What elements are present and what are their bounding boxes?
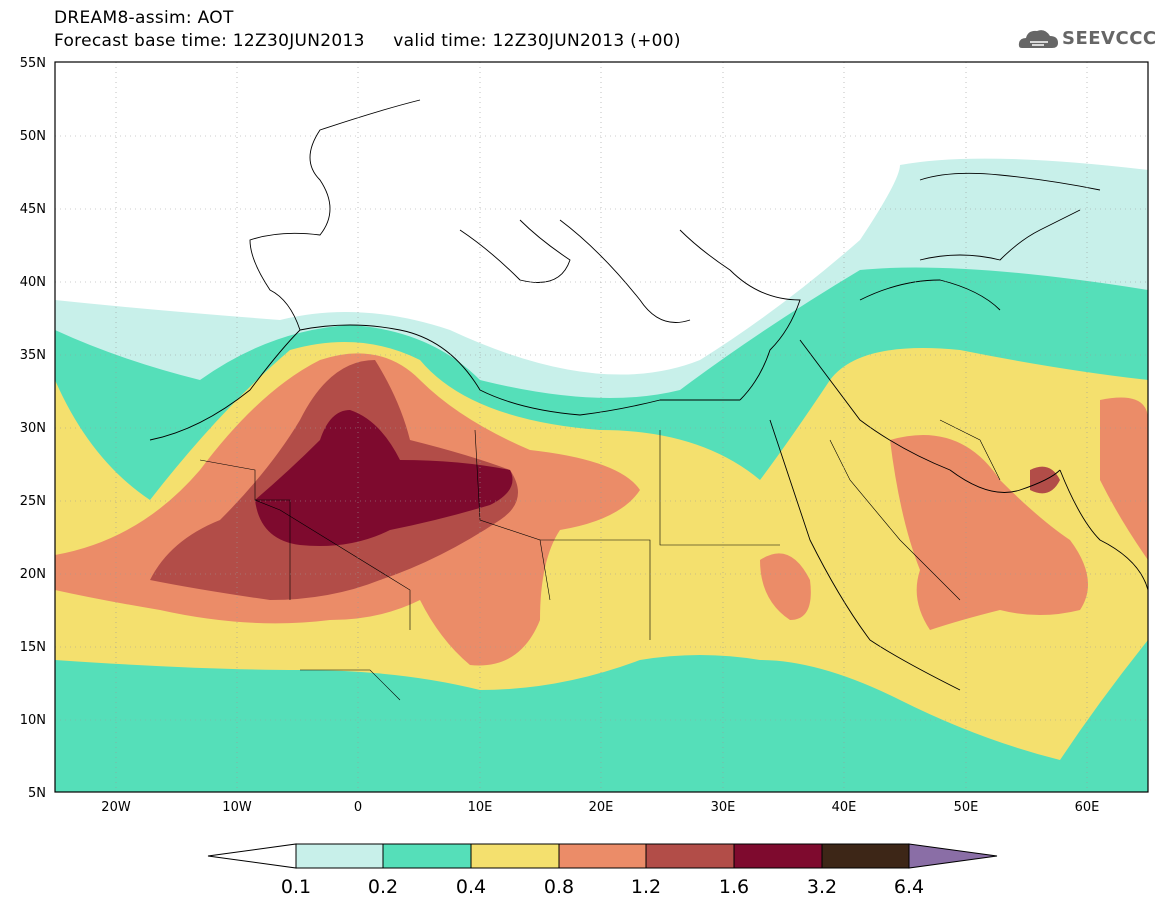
colorbar-label: 3.2 bbox=[807, 876, 837, 898]
seevccc-logo: SEEVCCC bbox=[1062, 28, 1157, 49]
lon-label: 60E bbox=[1075, 800, 1100, 815]
lat-label: 20N bbox=[20, 567, 46, 582]
aot-field bbox=[55, 62, 1148, 792]
colorbar bbox=[207, 843, 998, 869]
colorbar-label: 1.6 bbox=[719, 876, 749, 898]
colorbar-labels: 0.1 0.2 0.4 0.8 1.2 1.6 3.2 6.4 bbox=[281, 876, 924, 898]
colorbar-label: 0.8 bbox=[544, 876, 574, 898]
map-frame bbox=[54, 61, 1149, 793]
aot-band-1.6 bbox=[255, 410, 513, 546]
colorbar-label: 6.4 bbox=[894, 876, 924, 898]
colorbar-segment bbox=[382, 843, 472, 869]
lat-label: 50N bbox=[20, 129, 46, 144]
colorbar-label: 1.2 bbox=[631, 876, 661, 898]
colorbar-segment bbox=[207, 843, 297, 869]
lat-label: 45N bbox=[20, 202, 46, 217]
lon-label: 0 bbox=[354, 800, 362, 815]
lat-label: 40N bbox=[20, 275, 46, 290]
country-borders bbox=[199, 419, 1001, 701]
colorbar-segment bbox=[733, 843, 823, 869]
colorbar-label: 0.2 bbox=[368, 876, 398, 898]
forecast-time-line: Forecast base time: 12Z30JUN2013 valid t… bbox=[54, 31, 681, 51]
lon-labels: 20W 10W 0 10E 20E 30E 40E 50E 60E bbox=[101, 800, 1099, 815]
lat-label: 15N bbox=[20, 640, 46, 655]
coastlines bbox=[149, 99, 1148, 691]
map-title: DREAM8-assim: AOT bbox=[54, 8, 234, 28]
lat-label: 35N bbox=[20, 348, 46, 363]
gridlines bbox=[55, 62, 1148, 792]
colorbar-label: 0.1 bbox=[281, 876, 311, 898]
cloud-icon bbox=[1018, 30, 1058, 48]
lat-label: 25N bbox=[20, 494, 46, 509]
colorbar-segment bbox=[295, 843, 384, 869]
colorbar-segment bbox=[470, 843, 560, 869]
lat-label: 55N bbox=[20, 56, 46, 71]
lon-label: 10W bbox=[222, 800, 252, 815]
lon-label: 20W bbox=[101, 800, 131, 815]
lon-label: 20E bbox=[589, 800, 614, 815]
lon-label: 10E bbox=[468, 800, 493, 815]
lat-label: 5N bbox=[28, 786, 46, 801]
lon-label: 30E bbox=[711, 800, 736, 815]
lat-label: 10N bbox=[20, 713, 46, 728]
colorbar-segment bbox=[558, 843, 647, 869]
colorbar-label: 0.4 bbox=[456, 876, 486, 898]
lon-label: 40E bbox=[832, 800, 857, 815]
colorbar-segment bbox=[908, 843, 998, 869]
lat-labels: 55N 50N 45N 40N 35N 30N 25N 20N 15N 10N … bbox=[20, 56, 46, 801]
colorbar-segment bbox=[645, 843, 735, 869]
lon-label: 50E bbox=[954, 800, 979, 815]
lat-label: 30N bbox=[20, 421, 46, 436]
colorbar-segment bbox=[821, 843, 910, 869]
